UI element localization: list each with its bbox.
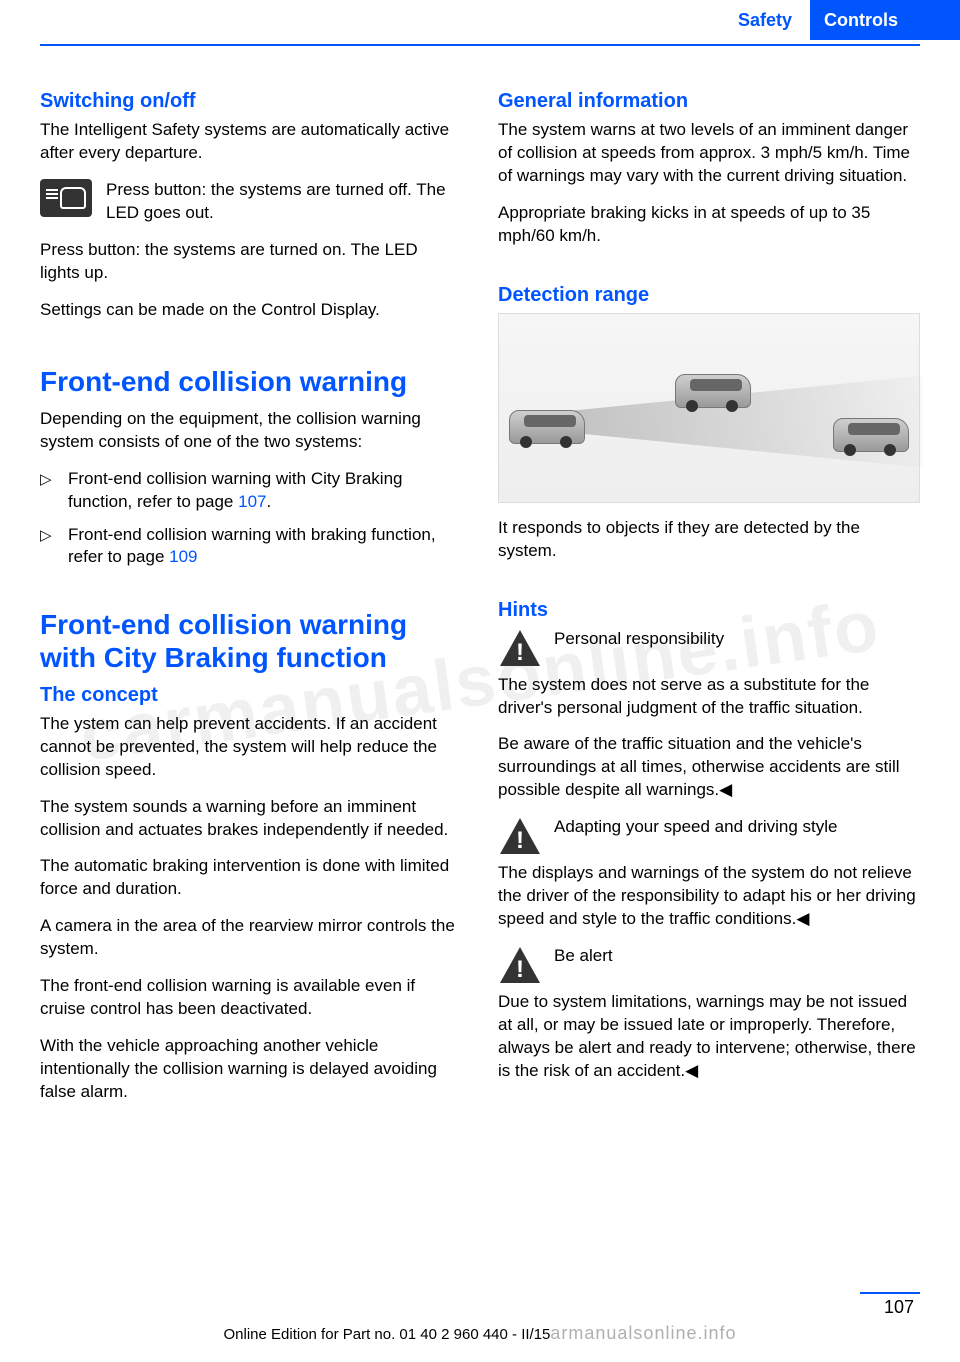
list-item: ▷ Front-end collision warning with braki… (40, 524, 462, 570)
car-button-icon (40, 179, 92, 217)
text-span: . (266, 492, 271, 511)
body-text: The ystem can help prevent accidents. If… (40, 713, 462, 782)
heading-general-info: General information (498, 90, 920, 113)
body-text: The front-end collision warning is avail… (40, 975, 462, 1021)
footer-line: Online Edition for Part no. 01 40 2 960 … (0, 1323, 960, 1344)
figure-caption: It responds to objects if they are detec… (498, 517, 920, 563)
left-column: Switching on/off The Intelligent Safety … (40, 90, 462, 1118)
warning-heading: Personal responsibility (554, 628, 724, 668)
bullet-icon: ▷ (40, 468, 68, 514)
svg-text:!: ! (516, 956, 524, 983)
svg-text:!: ! (516, 827, 524, 854)
body-text: Settings can be made on the Control Disp… (40, 299, 462, 322)
header-tabs: Safety Controls (738, 0, 960, 40)
page-content: Switching on/off The Intelligent Safety … (0, 54, 960, 1118)
body-text: Press button: the systems are turned off… (106, 179, 462, 225)
body-text: Front-end collision warning with City Br… (68, 468, 462, 514)
header-label-controls: Controls (810, 0, 960, 40)
body-text: The Intelligent Safety systems are autom… (40, 119, 462, 165)
heading-city-braking: Front-end collision warning with City Br… (40, 609, 462, 673)
header-rule (40, 44, 920, 46)
body-text: Appropriate braking kicks in at speeds o… (498, 202, 920, 248)
text-span: Front-end collision warning with City Br… (68, 469, 402, 511)
detection-range-figure (498, 313, 920, 503)
page-link[interactable]: 109 (169, 547, 197, 566)
footer-overlay-text: armanualsonline.info (550, 1323, 736, 1343)
warning-icon: ! (498, 945, 542, 985)
warning-heading: Be alert (554, 945, 613, 985)
list-item: ▷ Front-end collision warning with City … (40, 468, 462, 514)
warning-icon: ! (498, 816, 542, 856)
heading-detection-range: Detection range (498, 284, 920, 307)
body-text: The displays and warnings of the system … (498, 862, 920, 931)
body-text: The system sounds a warning before an im… (40, 796, 462, 842)
body-text: Front-end collision warning with braking… (68, 524, 462, 570)
body-text: Press button: the systems are turned on.… (40, 239, 462, 285)
heading-concept: The concept (40, 684, 462, 707)
footer-text: Online Edition for Part no. 01 40 2 960 … (224, 1326, 551, 1343)
outside-vehicle-icon (833, 418, 909, 452)
warning-heading: Adapting your speed and driving style (554, 816, 838, 856)
header-label-safety: Safety (738, 0, 810, 40)
bullet-icon: ▷ (40, 524, 68, 570)
detected-vehicle-icon (675, 374, 751, 408)
own-vehicle-icon (509, 410, 585, 444)
body-text: With the vehicle approaching another veh… (40, 1035, 462, 1104)
page-link[interactable]: 107 (238, 492, 266, 511)
heading-switching: Switching on/off (40, 90, 462, 113)
page-header: Safety Controls (0, 0, 960, 54)
body-text: Be aware of the traffic situation and th… (498, 733, 920, 802)
warning-block: ! Be alert (498, 945, 920, 985)
warning-block: ! Personal responsibility (498, 628, 920, 668)
page-number: 107 (884, 1297, 914, 1318)
body-text: The automatic braking intervention is do… (40, 855, 462, 901)
page-number-rule (860, 1292, 920, 1294)
warning-block: ! Adapting your speed and driving style (498, 816, 920, 856)
svg-text:!: ! (516, 639, 524, 666)
body-text: The system warns at two levels of an imm… (498, 119, 920, 188)
heading-hints: Hints (498, 599, 920, 622)
heading-fcw: Front-end collision warning (40, 366, 462, 398)
button-icon-row: Press button: the systems are turned off… (40, 179, 462, 225)
warning-icon: ! (498, 628, 542, 668)
body-text: The system does not serve as a substi­tu… (498, 674, 920, 720)
body-text: Due to system limitations, warnings may … (498, 991, 920, 1083)
body-text: A camera in the area of the rearview mir… (40, 915, 462, 961)
body-text: Depending on the equipment, the collisio… (40, 408, 462, 454)
text-span: Front-end collision warning with braking… (68, 525, 436, 567)
right-column: General information The system warns at … (498, 90, 920, 1118)
